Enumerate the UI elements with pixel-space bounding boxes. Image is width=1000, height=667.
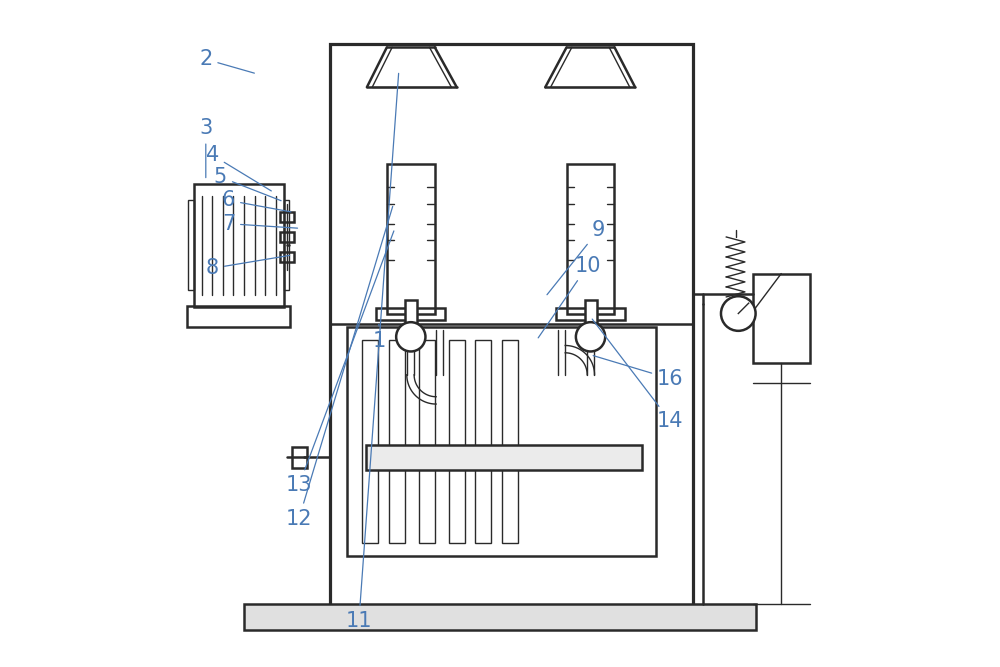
Bar (556, 307, 625, 319)
Bar (753, 273, 810, 364)
Text: 8: 8 (206, 255, 290, 278)
Text: 6: 6 (222, 190, 291, 212)
Text: 5: 5 (214, 167, 281, 201)
Bar (280, 252, 294, 261)
Bar (188, 200, 194, 290)
Bar (405, 300, 417, 327)
Bar (376, 307, 445, 319)
Circle shape (721, 296, 756, 331)
Bar (244, 604, 756, 630)
Text: 12: 12 (286, 206, 393, 528)
Bar (585, 300, 597, 327)
Bar (475, 340, 491, 543)
Bar (567, 164, 614, 313)
Text: 2: 2 (199, 49, 254, 73)
Bar (502, 340, 518, 543)
Bar (449, 340, 465, 543)
Text: 4: 4 (206, 145, 271, 191)
Text: 7: 7 (222, 213, 298, 233)
Text: 11: 11 (346, 73, 399, 631)
Bar (187, 305, 290, 327)
Bar (419, 340, 435, 543)
Circle shape (396, 322, 425, 352)
Bar (194, 183, 284, 307)
Text: 3: 3 (199, 119, 212, 177)
Text: 1: 1 (372, 324, 385, 352)
Bar (280, 212, 294, 221)
Bar (292, 447, 307, 468)
Bar (284, 200, 289, 290)
Circle shape (576, 322, 605, 352)
Text: 16: 16 (593, 356, 684, 389)
Bar (387, 164, 435, 313)
Text: 14: 14 (592, 319, 684, 432)
Bar (366, 445, 642, 470)
Text: 13: 13 (286, 231, 394, 496)
Bar (389, 340, 405, 543)
Text: 10: 10 (538, 255, 601, 338)
Bar (362, 340, 378, 543)
Bar (330, 44, 693, 606)
Bar (347, 327, 656, 556)
Bar (280, 232, 294, 241)
Text: 9: 9 (547, 220, 605, 295)
